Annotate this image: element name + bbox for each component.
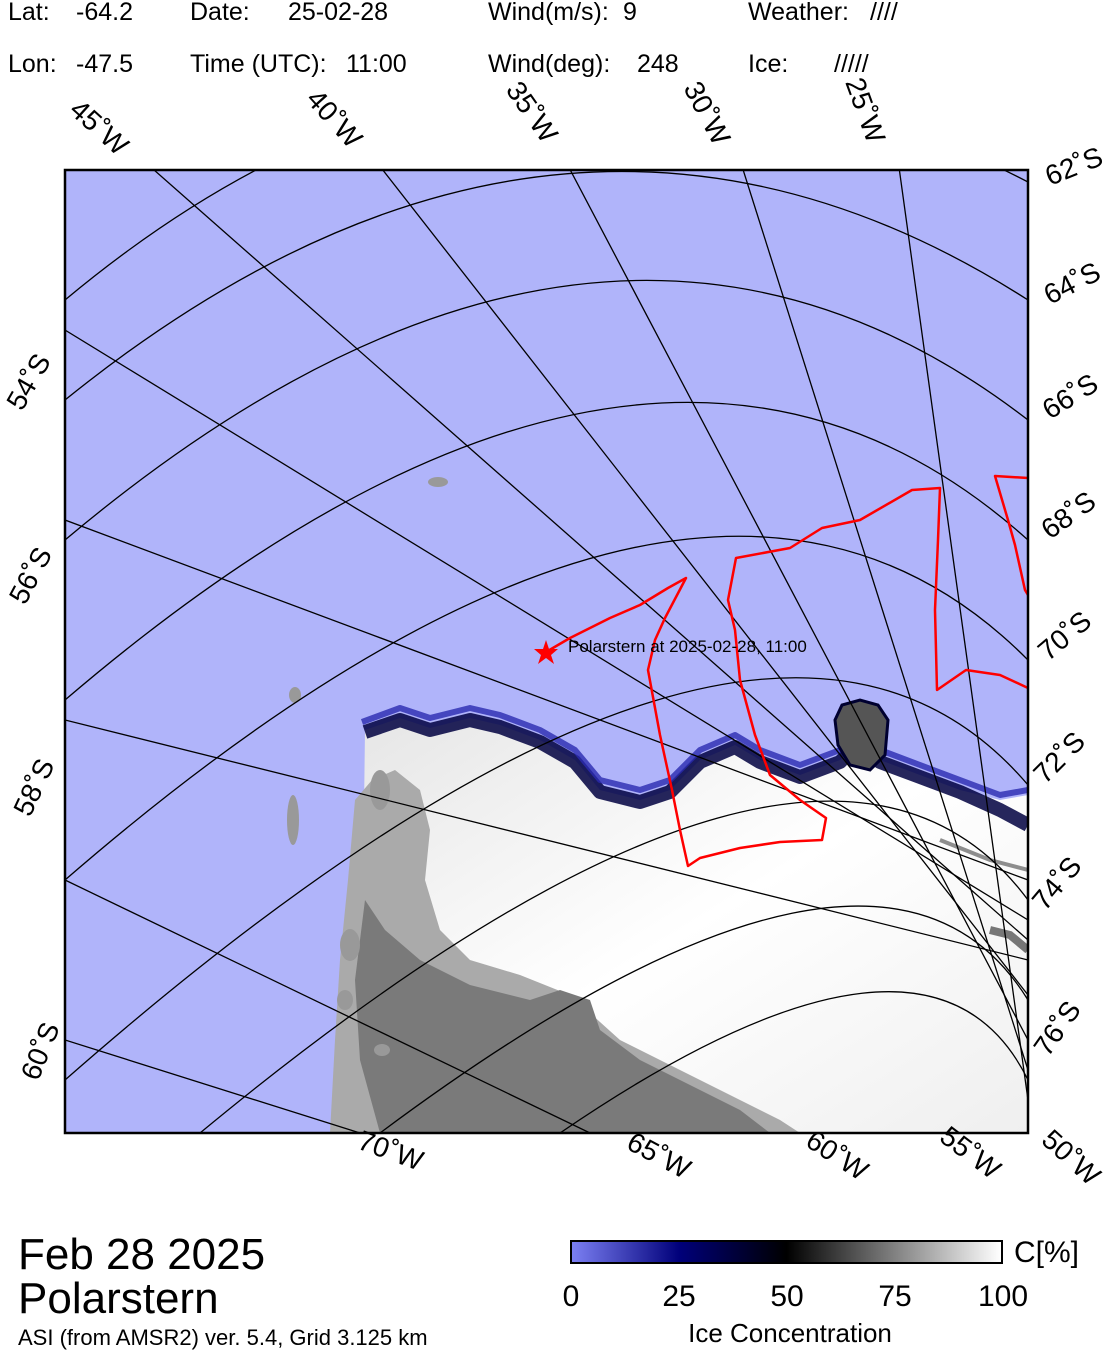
product-subtitle: ASI (from AMSR2) ver. 5.4, Grid 3.125 km [18, 1325, 428, 1350]
weather-value: //// [870, 0, 898, 26]
colorbar-tick: 25 [662, 1280, 696, 1313]
lon-label-30w: 30˚W [678, 76, 737, 150]
lat-label-56s: 56˚S [3, 542, 58, 609]
lon-value: -47.5 [76, 50, 133, 78]
ship-position-label: Polarstern at 2025-02-28, 11:00 [568, 637, 807, 656]
colorbar-unit: C[%] [1014, 1236, 1080, 1269]
lat-label-64s: 64˚S [1039, 256, 1106, 310]
title-date: Feb 28 2025 [18, 1230, 266, 1279]
lat-label-76s: 76˚S [1028, 995, 1087, 1061]
lat-label-72s: 72˚S [1027, 725, 1091, 789]
graticule [65, 170, 1028, 1133]
colorbar-tick: 75 [878, 1280, 912, 1313]
lat-label-60s: 60˚S [15, 1018, 66, 1084]
ship-track [993, 474, 1028, 596]
colorbar-label: Ice Concentration [688, 1318, 892, 1348]
lon-label-35w: 35˚W [500, 76, 564, 149]
time-label: Time (UTC): [190, 50, 327, 78]
sea-ice-map: Polarstern at 2025-02-28, 11:00 45˚W 40˚… [0, 73, 1107, 1191]
lon-label-25w: 25˚W [839, 73, 891, 147]
title-ship: Polarstern [18, 1274, 219, 1323]
lon-label: Lon: [8, 50, 57, 78]
lat-label-58s: 58˚S [7, 754, 60, 821]
lon-label-65w: 65˚W [622, 1126, 696, 1185]
ice-edge-band-outer [360, 705, 1028, 798]
map-frame [63, 168, 1030, 1135]
lon-label-45w: 45˚W [64, 93, 135, 161]
ice-label: Ice: [748, 50, 789, 78]
ship-track [545, 486, 1028, 868]
ice-edge-band [362, 713, 1028, 832]
time-value: 11:00 [346, 50, 407, 78]
wind-speed-label: Wind(m/s): [488, 0, 609, 26]
colorbar [570, 1240, 1003, 1264]
date-label: Date: [190, 0, 250, 26]
island [370, 770, 390, 810]
island [428, 477, 448, 487]
lat-label-68s: 68˚S [1035, 485, 1101, 545]
island [340, 929, 360, 961]
lon-label-50w: 50˚W [1036, 1123, 1107, 1191]
island [287, 795, 299, 845]
wind-dir-label: Wind(deg): [488, 50, 611, 78]
colorbar-tick: 0 [562, 1280, 580, 1313]
lat-label-62s: 62˚S [1041, 141, 1107, 192]
lon-label-40w: 40˚W [301, 83, 369, 154]
date-value: 25-02-28 [288, 0, 389, 26]
ship-position-star-icon [534, 640, 558, 664]
lat-value: -64.2 [76, 0, 133, 26]
lat-label-54s: 54˚S [0, 348, 56, 415]
lat-label-66s: 66˚S [1037, 367, 1104, 425]
colorbar-tick: 50 [770, 1280, 804, 1313]
island [374, 1044, 390, 1056]
wind-speed-value: 9 [623, 0, 637, 26]
lat-label-74s: 74˚S [1026, 851, 1088, 916]
lat-label: Lat: [8, 0, 50, 26]
ice-dark-streak [989, 926, 1028, 954]
colorbar-tick: 100 [977, 1280, 1029, 1313]
island [289, 687, 301, 703]
lat-label-70s: 70˚S [1032, 605, 1097, 667]
land-peninsula-dark [355, 900, 770, 1133]
ice-value: ///// [834, 50, 869, 78]
wind-dir-value: 248 [637, 50, 679, 78]
weather-label: Weather: [748, 0, 849, 26]
island [337, 990, 353, 1010]
